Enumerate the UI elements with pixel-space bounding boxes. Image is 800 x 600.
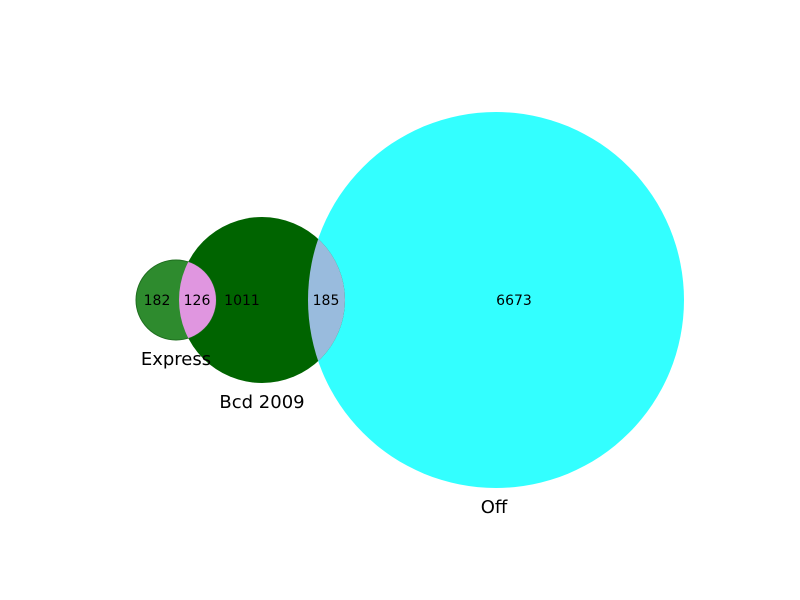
set-label-bcd-2009: Bcd 2009 [219,392,304,413]
set-circle-bcd-2009 [179,217,345,383]
region-label-off-only: 6673 [496,293,532,309]
region-label-express-only: 182 [144,293,171,309]
region-label-bcd-2009-only: 1011 [224,293,260,309]
set-label-off: Off [481,497,508,518]
set-circle-off [308,112,684,488]
region-label-express-bcd-2009: 126 [184,293,211,309]
set-label-express: Express [141,349,211,370]
region-label-bcd-2009-off: 185 [313,293,340,309]
